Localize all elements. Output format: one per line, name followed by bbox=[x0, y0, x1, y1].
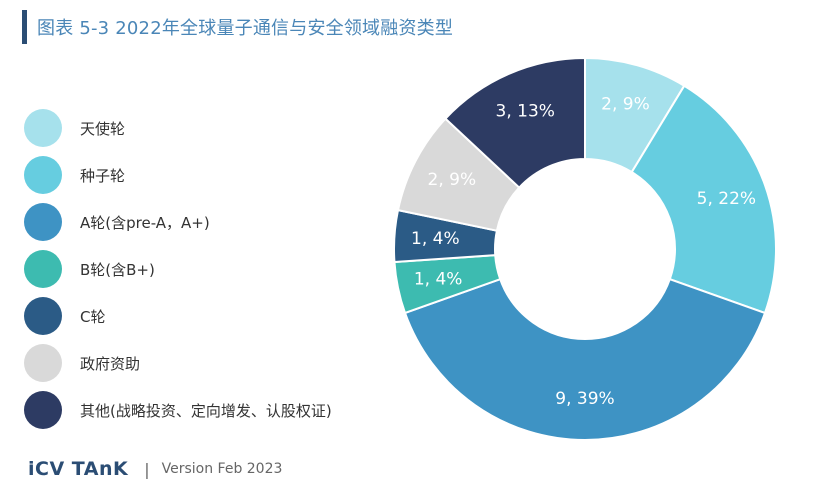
slice-label-seed: 5, 22% bbox=[697, 189, 756, 209]
slice-label-series-a: 9, 39% bbox=[555, 389, 614, 409]
title-accent-bar bbox=[22, 10, 27, 44]
legend-swatch-seed bbox=[24, 156, 62, 194]
slice-label-series-c: 1, 4% bbox=[411, 229, 460, 249]
legend-label-other: 其他(战略投资、定向增发、认股权证) bbox=[80, 401, 332, 420]
slice-label-angel: 2, 9% bbox=[601, 95, 650, 115]
donut-slice-series-a bbox=[403, 277, 767, 441]
brand-logo: iCV TAnK bbox=[28, 458, 129, 480]
footer: iCV TAnK | Version Feb 2023 bbox=[28, 458, 282, 480]
footer-separator: | bbox=[144, 459, 150, 479]
legend-swatch-angel bbox=[24, 109, 62, 147]
legend-label-series-b: B轮(含B+) bbox=[80, 260, 155, 279]
chart-title: 图表 5-3 2022年全球量子通信与安全领域融资类型 bbox=[37, 18, 454, 39]
slice-label-government: 2, 9% bbox=[428, 170, 477, 190]
legend-label-angel: 天使轮 bbox=[80, 119, 126, 138]
version-text: Version Feb 2023 bbox=[161, 461, 283, 477]
legend-swatch-series-b bbox=[24, 250, 62, 288]
legend-label-seed: 种子轮 bbox=[80, 166, 126, 185]
legend-label-series-c: C轮 bbox=[80, 307, 106, 326]
donut-slice-seed bbox=[630, 84, 777, 315]
legend-label-series-a: A轮(含pre-A，A+) bbox=[80, 213, 210, 232]
legend-swatch-government bbox=[24, 344, 62, 382]
legend-item-other: 其他(战略投资、定向增发、认股权证) bbox=[24, 390, 332, 430]
legend-swatch-series-a bbox=[24, 203, 62, 241]
legend-item-seed: 种子轮 bbox=[24, 155, 125, 195]
legend-item-series-c: C轮 bbox=[24, 296, 105, 336]
donut-slice-other bbox=[443, 56, 586, 189]
slice-label-other: 3, 13% bbox=[496, 101, 555, 121]
legend-swatch-series-c bbox=[24, 297, 62, 335]
legend-item-angel: 天使轮 bbox=[24, 108, 125, 148]
legend-item-government: 政府资助 bbox=[24, 343, 140, 383]
legend-item-series-a: A轮(含pre-A，A+) bbox=[24, 202, 210, 242]
legend-swatch-other bbox=[24, 391, 62, 429]
legend-item-series-b: B轮(含B+) bbox=[24, 249, 155, 289]
slice-label-series-b: 1, 4% bbox=[414, 270, 463, 290]
legend-label-government: 政府资助 bbox=[80, 354, 141, 373]
